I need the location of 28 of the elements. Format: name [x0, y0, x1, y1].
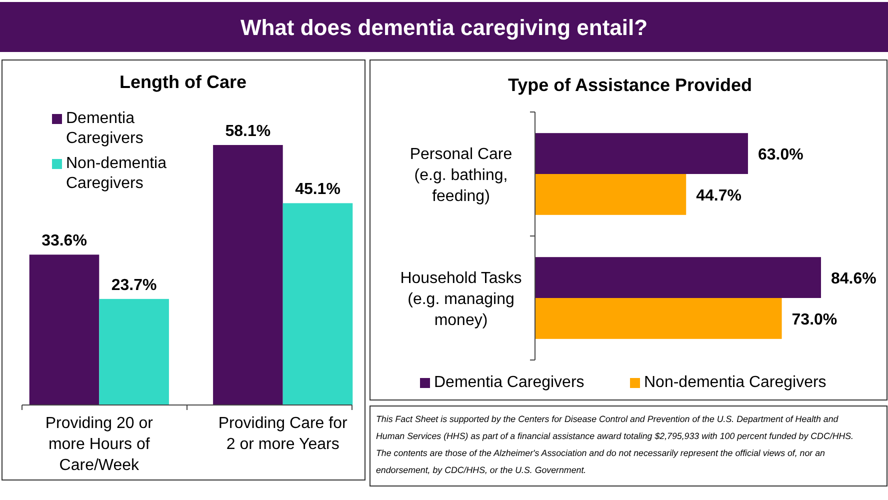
legend-label: Dementia Caregivers [434, 374, 584, 391]
bar [535, 257, 821, 298]
data-label: 45.1% [295, 181, 340, 198]
data-label: 23.7% [111, 276, 157, 294]
legend-label: Non-dementia Caregivers [644, 374, 826, 391]
text: This Fact Sheet is supported by the Centers for Disease Control and Prevention of the U.S. Department of Health and Human Services (HHS) as part of a financial assistance award totaling $2,795,933 with 100 percent funded by CDC/HHS. The contents are those of the Alzheimer's Association and do not necessarily represent the official views of, nor an endorsement, by CDC/HHS, or the U.S. Government. [376, 414, 854, 475]
text: What does dementia caregiving entail? [240, 15, 648, 40]
legend-label: Non-dementia Caregivers [66, 155, 167, 192]
x-tick-label: Providing 20 or more Hours of Care/Week [45, 415, 154, 474]
x-tick-label: Providing Care for 2 or more Years [218, 415, 348, 453]
bar [213, 145, 283, 405]
bar [535, 298, 782, 339]
bar [535, 133, 748, 174]
bar [99, 298, 169, 405]
data-label: 84.6% [831, 270, 876, 288]
data-label: 58.1% [225, 123, 271, 140]
data-label: 63.0% [758, 146, 804, 164]
bar [282, 203, 353, 405]
chart-subtitle: Length of Care [119, 72, 247, 92]
data-label: 73.0% [792, 311, 838, 328]
bar [29, 254, 100, 405]
data-label: 44.7% [696, 187, 742, 204]
y-tick-label: Household Tasks (e.g. managing money) [400, 270, 522, 329]
data-label: 33.6% [42, 232, 87, 250]
bar [535, 174, 686, 215]
y-tick-label: Personal Care (e.g. bathing, feeding) [410, 146, 512, 205]
legend-label: Dementia Caregivers [66, 110, 144, 147]
chart-title: Type of Assistance Provided [508, 75, 752, 95]
